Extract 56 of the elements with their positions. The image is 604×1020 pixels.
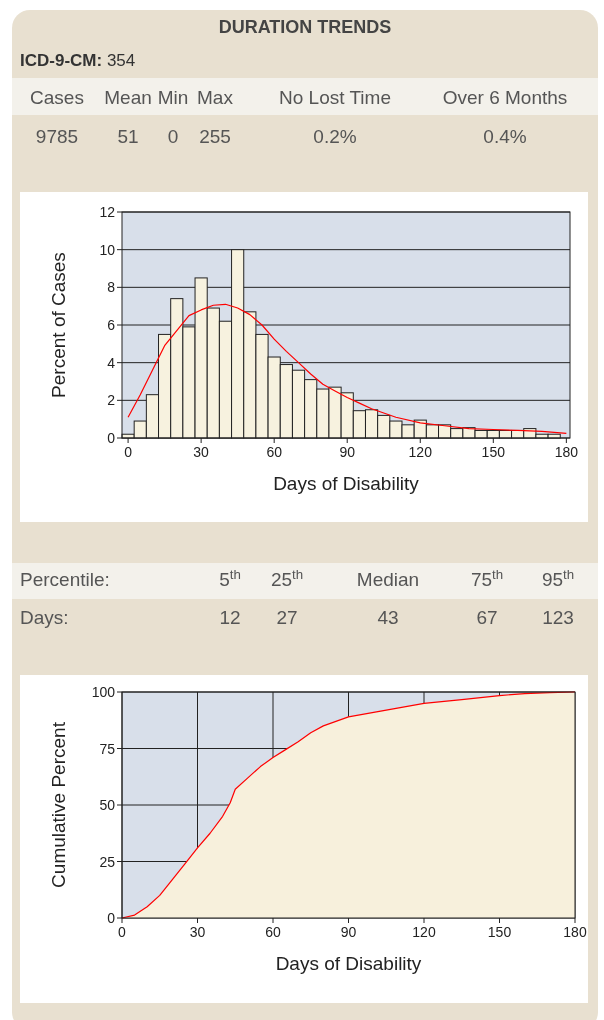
text: 123 xyxy=(542,607,574,628)
x-tick-label: 0 xyxy=(118,924,127,940)
x-tick-label: 120 xyxy=(408,444,433,460)
y-tick-label: 100 xyxy=(91,684,116,700)
y-tick-label: 0 xyxy=(107,910,116,926)
x-tick-label: 180 xyxy=(554,444,579,460)
category-label: Cases xyxy=(30,87,84,108)
y-axis-title: Cumulative Percent xyxy=(48,721,69,888)
x-tick-label: 90 xyxy=(339,444,356,460)
text: DURATION TRENDS xyxy=(218,17,392,37)
y-tick-label: 2 xyxy=(107,392,116,409)
x-tick-label: 180 xyxy=(563,924,587,940)
x-tick-label: 150 xyxy=(481,444,506,460)
text: 12 xyxy=(219,607,241,628)
category-label: Min xyxy=(157,87,189,108)
y-tick-label: 8 xyxy=(107,279,116,296)
text: Days: xyxy=(20,607,69,628)
category-label: 75$^{th}$ xyxy=(470,566,504,590)
y-tick-label: 25 xyxy=(99,853,116,870)
text: ICD-9-CM: 354 xyxy=(20,51,136,70)
x-tick-label: 30 xyxy=(189,924,206,940)
category-label: Median xyxy=(356,569,420,590)
y-tick-label: 6 xyxy=(107,317,116,333)
x-axis-title: Days of Disability xyxy=(273,473,420,494)
category-label: 95$^{th}$ xyxy=(541,566,575,590)
text: 255 xyxy=(199,126,231,147)
text: 27 xyxy=(276,607,298,628)
text: 67 xyxy=(476,607,498,628)
y-axis-title: Percent of Cases xyxy=(48,252,69,398)
x-tick-label: 90 xyxy=(340,924,357,940)
text: 0 xyxy=(167,126,179,147)
text: 0.2% xyxy=(313,126,357,147)
x-axis-title: Days of Disability xyxy=(275,953,422,974)
y-tick-label: 4 xyxy=(107,354,116,371)
x-tick-label: 120 xyxy=(412,924,436,940)
y-tick-label: 10 xyxy=(99,241,116,258)
y-tick-label: 50 xyxy=(99,797,116,813)
x-tick-label: 0 xyxy=(124,444,133,460)
x-tick-label: 30 xyxy=(193,444,210,460)
text: 0.4% xyxy=(483,126,527,147)
text: 43 xyxy=(377,607,399,628)
category-label: Over 6 Months xyxy=(442,87,568,108)
text: 9785 xyxy=(35,126,79,147)
x-tick-label: 60 xyxy=(265,924,281,940)
y-tick-label: 12 xyxy=(99,204,116,220)
x-tick-label: 150 xyxy=(487,924,512,940)
category-label: 5$^{th}$ xyxy=(219,566,241,590)
category-label: No Lost Time xyxy=(279,87,391,108)
y-tick-label: 75 xyxy=(99,740,116,757)
text: 51 xyxy=(117,126,139,147)
category-label: Mean xyxy=(104,87,152,108)
text: Percentile: xyxy=(20,569,110,590)
category-label: Max xyxy=(197,87,234,108)
x-tick-label: 60 xyxy=(266,444,283,460)
y-tick-label: 0 xyxy=(107,430,116,446)
category-label: 25$^{th}$ xyxy=(270,566,304,590)
